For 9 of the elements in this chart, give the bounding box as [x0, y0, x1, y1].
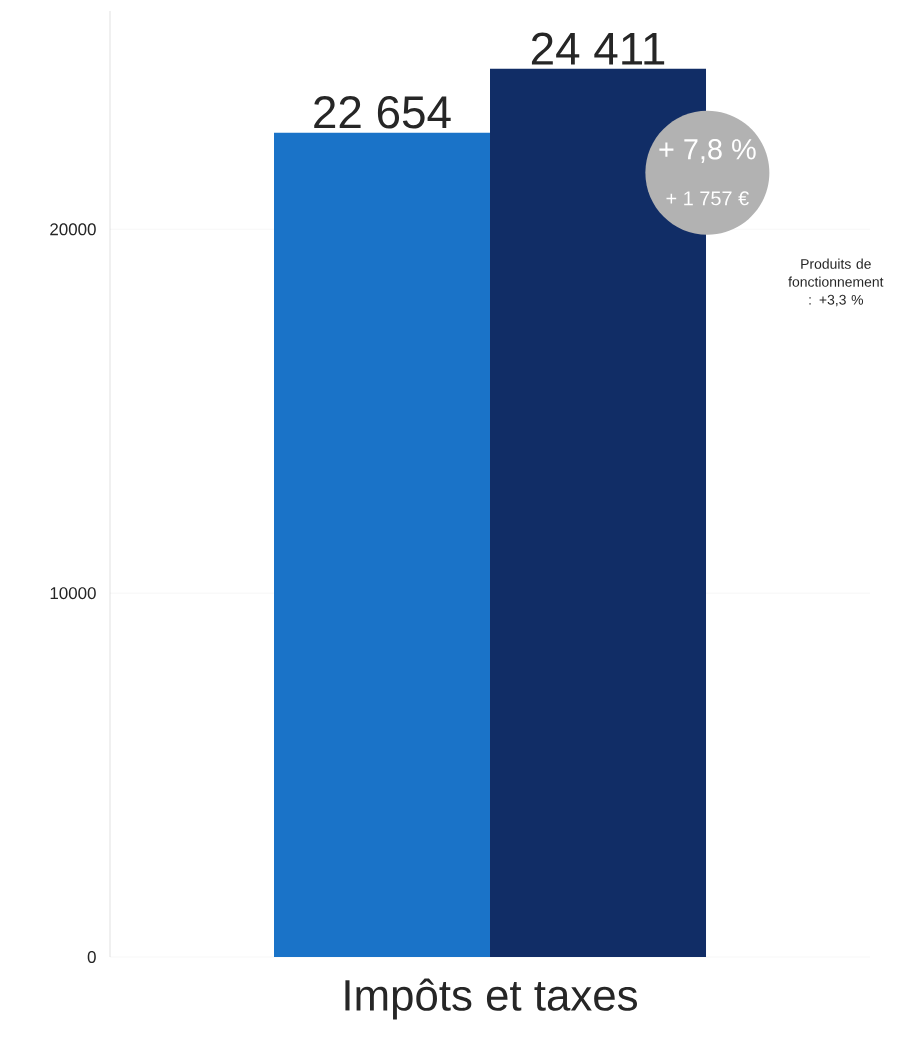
y-tick-label: 0 [87, 951, 96, 963]
y-tick-label: 20000 [50, 223, 96, 236]
annotation: + 7,8 % [659, 139, 756, 163]
data-label: 24 411 [531, 32, 665, 65]
annotation: Produits de fonctionnement : +3,3 % [788, 258, 884, 307]
x-tick-label: Impôts et taxes [345, 978, 637, 1020]
annotation: + 1 757 € [666, 191, 749, 206]
data-label: 22 654 [314, 96, 451, 129]
y-tick-label: 10000 [50, 587, 96, 600]
